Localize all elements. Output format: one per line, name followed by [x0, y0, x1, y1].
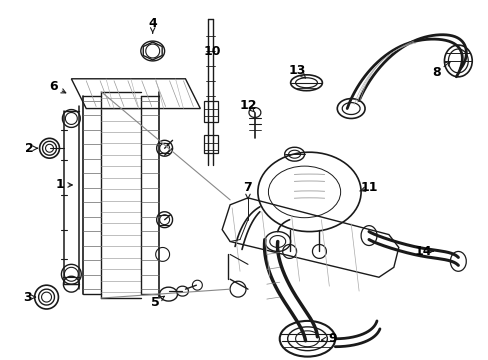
Text: 8: 8	[431, 66, 440, 79]
Text: 13: 13	[288, 64, 305, 77]
Text: 7: 7	[243, 181, 252, 194]
Text: 4: 4	[148, 17, 157, 30]
Text: 3: 3	[23, 291, 32, 303]
Bar	[204, 100, 218, 122]
Text: 14: 14	[414, 245, 431, 258]
Text: 11: 11	[360, 181, 377, 194]
Text: 10: 10	[203, 45, 221, 58]
Text: 2: 2	[25, 142, 34, 155]
Text: 5: 5	[151, 296, 160, 309]
Text: 12: 12	[239, 99, 256, 112]
Text: 9: 9	[327, 332, 336, 345]
Bar	[204, 135, 218, 153]
Text: 6: 6	[49, 80, 58, 93]
Text: 1: 1	[55, 179, 63, 192]
